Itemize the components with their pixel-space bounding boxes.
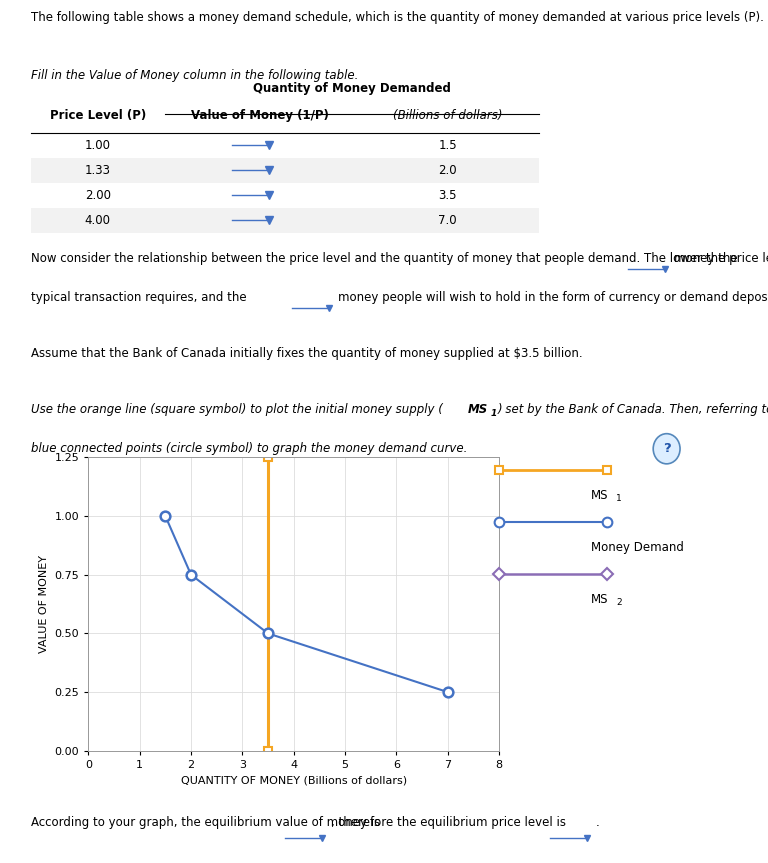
Text: Value of Money (1/P): Value of Money (1/P) — [191, 109, 329, 123]
Text: MS: MS — [468, 404, 488, 417]
Text: 1: 1 — [491, 409, 497, 418]
FancyBboxPatch shape — [31, 208, 539, 233]
Text: According to your graph, the equilibrium value of money is: According to your graph, the equilibrium… — [31, 816, 380, 828]
Text: typical transaction requires, and the: typical transaction requires, and the — [31, 292, 247, 305]
Text: MS: MS — [591, 489, 609, 502]
Text: Quantity of Money Demanded: Quantity of Money Demanded — [253, 82, 451, 95]
Text: money people will wish to hold in the form of currency or demand deposits.: money people will wish to hold in the fo… — [338, 292, 768, 305]
FancyBboxPatch shape — [31, 183, 539, 208]
Text: MS: MS — [591, 593, 609, 606]
Y-axis label: VALUE OF MONEY: VALUE OF MONEY — [39, 555, 49, 653]
Text: 3.5: 3.5 — [439, 189, 457, 202]
Text: Assume that the Bank of Canada initially fixes the quantity of money supplied at: Assume that the Bank of Canada initially… — [31, 348, 582, 361]
Text: blue connected points (circle symbol) to graph the money demand curve.: blue connected points (circle symbol) to… — [31, 443, 467, 456]
Text: Money Demand: Money Demand — [591, 541, 684, 554]
Text: money the: money the — [674, 252, 737, 266]
Text: The following table shows a money demand schedule, which is the quantity of mone: The following table shows a money demand… — [31, 11, 763, 24]
Text: 7.0: 7.0 — [439, 214, 457, 227]
Circle shape — [654, 434, 680, 463]
FancyBboxPatch shape — [31, 133, 539, 158]
Text: ?: ? — [663, 442, 670, 456]
Text: (Billions of dollars): (Billions of dollars) — [393, 109, 502, 123]
Text: Price Level (P): Price Level (P) — [50, 109, 146, 123]
Text: Use the orange line (square symbol) to plot the initial money supply (: Use the orange line (square symbol) to p… — [31, 404, 442, 417]
Text: .: . — [596, 816, 600, 828]
Text: Now consider the relationship between the price level and the quantity of money : Now consider the relationship between th… — [31, 252, 768, 266]
Text: 4.00: 4.00 — [84, 214, 111, 227]
Text: 1.33: 1.33 — [84, 164, 111, 177]
Text: 1.00: 1.00 — [84, 139, 111, 152]
Text: 2.00: 2.00 — [84, 189, 111, 202]
Text: 2.0: 2.0 — [439, 164, 457, 177]
Text: 1.5: 1.5 — [439, 139, 457, 152]
X-axis label: QUANTITY OF MONEY (Billions of dollars): QUANTITY OF MONEY (Billions of dollars) — [180, 775, 407, 785]
Text: ) set by the Bank of Canada. Then, referring to the previous table, use the: ) set by the Bank of Canada. Then, refer… — [498, 404, 768, 417]
Text: 1: 1 — [616, 494, 621, 503]
Text: , therefore the equilibrium price level is: , therefore the equilibrium price level … — [331, 816, 566, 828]
Text: Fill in the Value of Money column in the following table.: Fill in the Value of Money column in the… — [31, 69, 358, 82]
Text: 2: 2 — [616, 598, 621, 607]
FancyBboxPatch shape — [31, 158, 539, 183]
